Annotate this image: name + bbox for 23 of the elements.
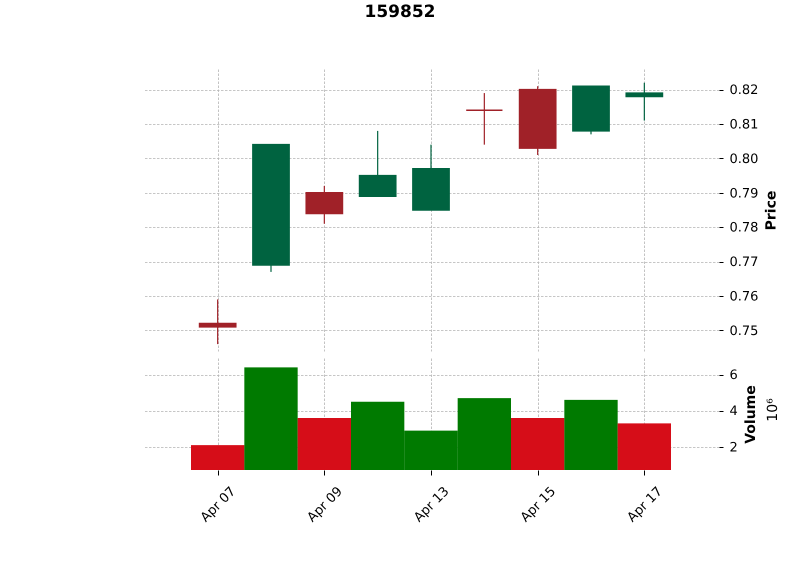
- y-tick-label: 2: [730, 440, 738, 456]
- x-tick-label: Apr 07: [198, 484, 240, 526]
- text: 10⁶: [765, 398, 781, 422]
- x-tick-label: Apr 15: [518, 484, 560, 526]
- y-tick-label: 0.82: [730, 83, 758, 98]
- y-tick-label: 0.78: [730, 220, 758, 236]
- y-tick-label: 0.76: [730, 289, 758, 304]
- y-tick-label: 0.81: [730, 118, 758, 133]
- chart-title: 159852: [364, 2, 436, 22]
- x-tick-label: Apr 17: [624, 484, 666, 526]
- y-tick-label: 6: [730, 368, 738, 384]
- y-tick-label: 0.77: [730, 255, 758, 270]
- candlestick: [465, 92, 504, 146]
- y-axis-title: Price: [763, 190, 780, 230]
- x-tick-label: Apr 13: [411, 484, 452, 526]
- y-tick-label: 4: [730, 404, 738, 420]
- candlestick: [198, 298, 237, 345]
- y-axis-title: Volume: [742, 385, 759, 444]
- y-tick-label: 0.75: [730, 324, 758, 339]
- y-tick-label: 0.79: [730, 186, 758, 202]
- x-tick-label: Apr 09: [304, 484, 346, 526]
- candlestick: [625, 82, 664, 122]
- y-tick-label: 0.80: [730, 152, 758, 167]
